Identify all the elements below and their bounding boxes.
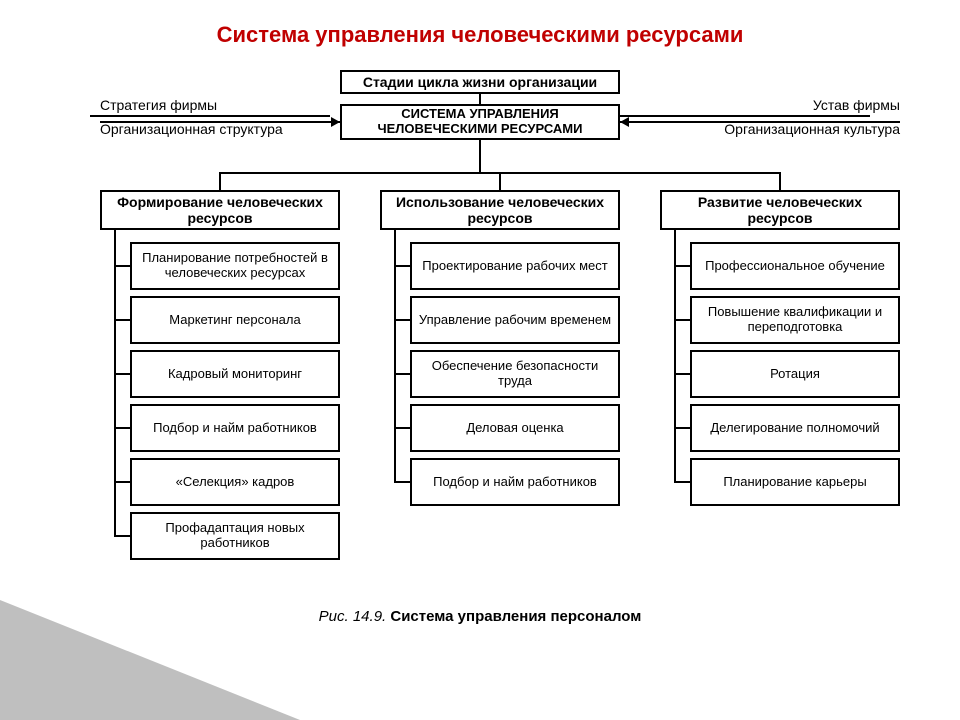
col-header-1: Использование человеческих ресурсов: [380, 190, 620, 230]
item-2-4: Планирование карьеры: [690, 458, 900, 506]
item-0-0: Планирование потребностей в человеческих…: [130, 242, 340, 290]
label-right-1: Устав фирмы: [813, 98, 900, 113]
item-2-0: Профессиональное обучение: [690, 242, 900, 290]
item-0-3: Подбор и найм работников: [130, 404, 340, 452]
node-hr-system: СИСТЕМА УПРАВЛЕНИЯ ЧЕЛОВЕЧЕСКИМИ РЕСУРСА…: [340, 104, 620, 140]
item-0-2: Кадровый мониторинг: [130, 350, 340, 398]
item-0-5: Профадаптация новых работников: [130, 512, 340, 560]
item-1-4: Подбор и найм работников: [410, 458, 620, 506]
item-0-1: Маркетинг персонала: [130, 296, 340, 344]
item-1-1: Управление рабочим временем: [410, 296, 620, 344]
caption-prefix: Рис. 14.9.: [319, 608, 387, 625]
label-right-2: Организационная культура: [724, 122, 900, 137]
item-2-2: Ротация: [690, 350, 900, 398]
label-left-2: Организационная структура: [100, 122, 283, 137]
item-2-1: Повышение квалификации и переподготовка: [690, 296, 900, 344]
caption-text: Система управления персоналом: [390, 608, 641, 625]
col-header-2: Развитие человеческих ресурсов: [660, 190, 900, 230]
item-2-3: Делегирование полномочий: [690, 404, 900, 452]
item-1-3: Деловая оценка: [410, 404, 620, 452]
label-left-1: Стратегия фирмы: [100, 98, 217, 113]
item-1-0: Проектирование рабочих мест: [410, 242, 620, 290]
col-header-0: Формирование человеческих ресурсов: [100, 190, 340, 230]
item-0-4: «Селекция» кадров: [130, 458, 340, 506]
page-title: Система управления человеческими ресурса…: [0, 22, 960, 48]
item-1-2: Обеспечение безопасности труда: [410, 350, 620, 398]
node-stages: Стадии цикла жизни организации: [340, 70, 620, 94]
decorative-triangle: [0, 600, 300, 720]
